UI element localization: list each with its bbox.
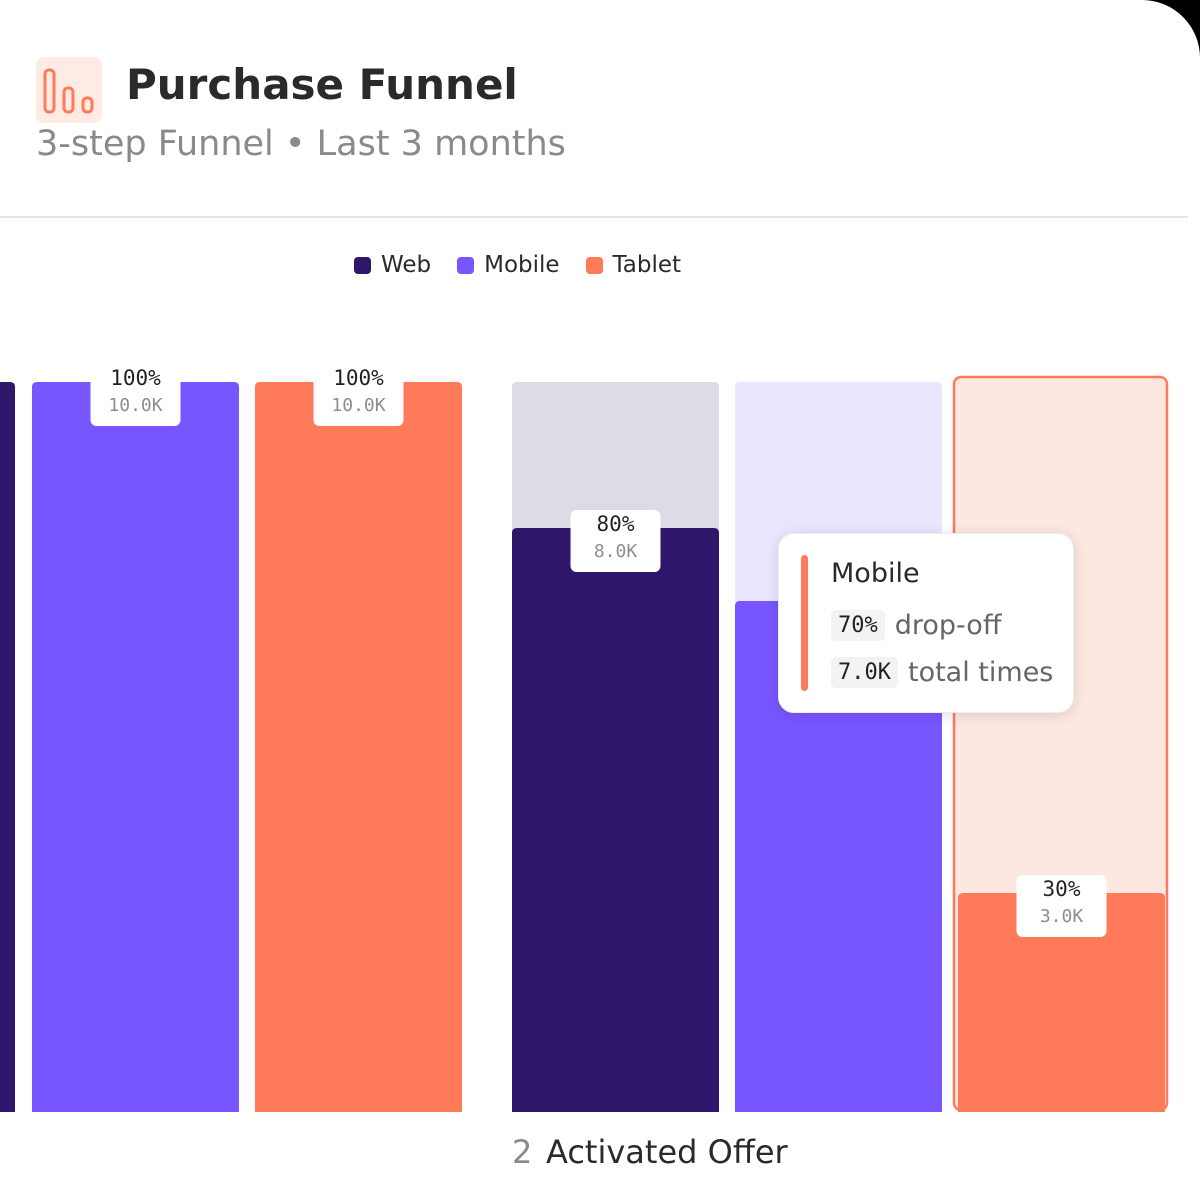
tooltip-title: Mobile bbox=[831, 558, 920, 589]
bar-step2-mobile bbox=[735, 601, 942, 1112]
data-label-percent-step2-tablet: 30% bbox=[1043, 877, 1081, 901]
data-label-box-step1-mobile bbox=[90, 364, 181, 426]
tooltip: Mobile 70% drop-off 7.0K total times bbox=[778, 533, 1074, 713]
tooltip-dropoff-value: 70% bbox=[831, 610, 885, 641]
step-label: Activated Offer bbox=[546, 1133, 789, 1171]
bar-step2-tablet bbox=[958, 893, 1165, 1112]
data-label-box-step2-tablet bbox=[1016, 875, 1107, 937]
step-number: 2 bbox=[512, 1133, 532, 1171]
data-label-percent-step2-web: 80% bbox=[597, 512, 635, 536]
legend: Web Mobile Tablet bbox=[0, 252, 1035, 278]
data-label-count-step2-tablet: 3.0K bbox=[1040, 906, 1084, 927]
tooltip-dropoff-label: drop-off bbox=[894, 610, 1002, 641]
tooltip-accent-bar bbox=[801, 555, 808, 691]
legend-swatch-web bbox=[353, 256, 371, 274]
legend-label-web: Web bbox=[380, 252, 432, 278]
tooltip-count-value: 7.0K bbox=[831, 657, 898, 688]
header-divider bbox=[0, 216, 1188, 218]
legend-item-mobile[interactable]: Mobile bbox=[457, 252, 560, 278]
legend-swatch-tablet bbox=[585, 256, 603, 274]
data-label-percent-step1-mobile: 100% bbox=[110, 366, 161, 390]
data-label-box-step1-tablet bbox=[313, 364, 404, 426]
bar-chart-icon bbox=[36, 57, 102, 123]
bar-step1-mobile bbox=[32, 382, 239, 1112]
tooltip-count-label: total times bbox=[907, 657, 1054, 688]
legend-label-mobile: Mobile bbox=[484, 252, 560, 278]
data-label-count-step1-mobile: 10.0K bbox=[108, 395, 162, 416]
tooltip-row-count: 7.0K total times bbox=[831, 657, 1053, 688]
legend-item-tablet[interactable]: Tablet bbox=[585, 252, 682, 278]
data-label-box-step2-web bbox=[570, 510, 661, 572]
data-label-percent-step1-tablet: 100% bbox=[333, 366, 384, 390]
tooltip-row-dropoff: 70% drop-off bbox=[831, 610, 1001, 641]
bar-step1-tablet bbox=[255, 382, 462, 1112]
data-label-count-step2-web: 8.0K bbox=[594, 541, 638, 562]
bar-step2-web bbox=[512, 528, 719, 1112]
legend-item-web[interactable]: Web bbox=[353, 252, 432, 278]
chart-title: Purchase Funnel bbox=[126, 60, 518, 109]
data-label-count-step1-tablet: 10.0K bbox=[331, 395, 385, 416]
bar-step1-web bbox=[0, 382, 15, 1112]
chart-subtitle: 3-step Funnel • Last 3 months bbox=[36, 124, 566, 164]
legend-swatch-mobile bbox=[457, 256, 475, 274]
legend-label-tablet: Tablet bbox=[612, 252, 682, 278]
